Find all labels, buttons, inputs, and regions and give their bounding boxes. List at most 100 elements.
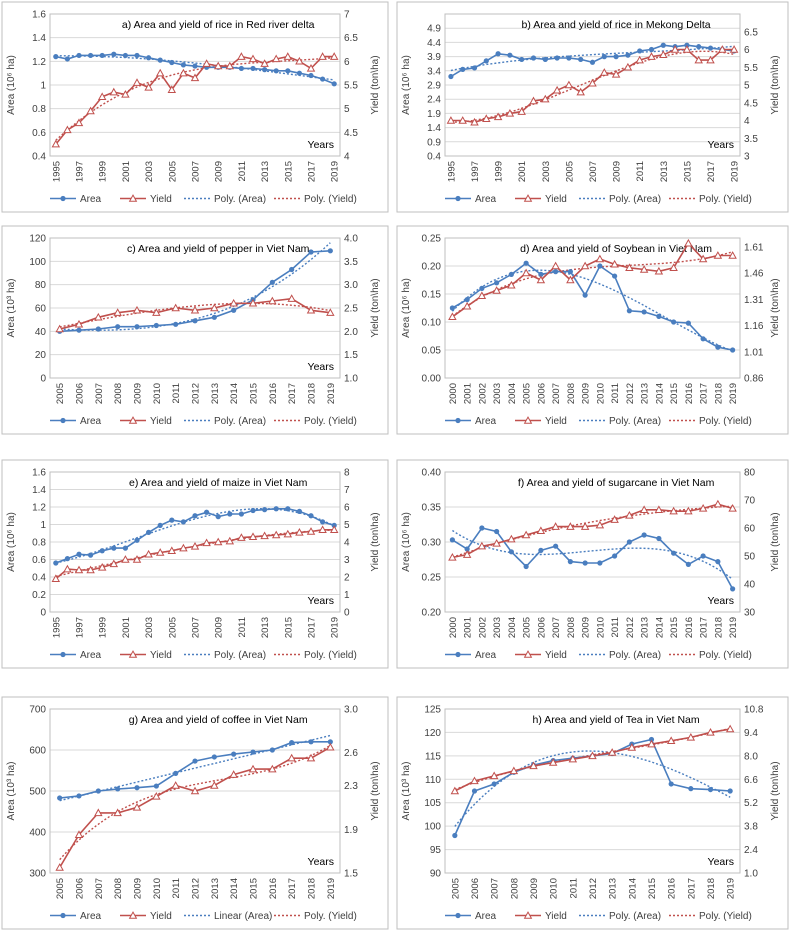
y2-axis-title: Yield (ton\ha) <box>370 55 381 114</box>
yield-data-point <box>536 526 546 535</box>
yield-data-point <box>492 286 501 294</box>
chart-panel-3: 0 20 40 60 80 100 120 1.0 1.5 2.0 2.5 3.0 3.5 4.0 2005… <box>1 225 389 435</box>
legend-label: Poly. (Yield) <box>304 911 357 922</box>
x-tick-label: 2007 <box>191 161 202 182</box>
area-data-point <box>64 556 70 562</box>
y-tick-label: 0.25 <box>422 234 442 245</box>
x-tick-label: 2009 <box>133 383 144 404</box>
area-data-point <box>211 314 217 320</box>
chart-panel-1: 0.4 0.6 0.8 1 1.2 1.4 1.6 4 4.5 5 5.5 6 6.5 7 1995 1997… <box>1 1 389 213</box>
panel-border <box>396 696 789 930</box>
area-data-point <box>671 550 677 556</box>
yield-data-point <box>132 802 142 811</box>
yield-data-point <box>202 59 211 67</box>
x-tick-label: 2015 <box>682 161 693 182</box>
yield-data-point <box>121 555 130 563</box>
x-tick-label: 2011 <box>610 383 621 403</box>
yield-data-point <box>611 69 621 78</box>
legend-label: Yield <box>150 911 172 922</box>
x-tick-label: 2003 <box>541 161 552 182</box>
y-tick-label: 105 <box>424 798 441 809</box>
yield-data-point <box>694 55 703 64</box>
area-data-point <box>491 781 497 787</box>
plot-area <box>444 13 741 157</box>
yield-data-point <box>63 125 72 134</box>
x-tick-label: 2007 <box>191 617 202 638</box>
y-tick-label: 1.9 <box>427 109 441 120</box>
x-tick-label: 2004 <box>507 383 518 404</box>
yield-data-point <box>329 52 339 60</box>
yield-data-point <box>669 506 678 515</box>
area-data-point <box>625 52 631 58</box>
y2-tick-label: 0 <box>344 608 350 619</box>
y2-tick-label: 1.0 <box>744 869 758 880</box>
yield-data-point <box>167 546 177 554</box>
area-data-point <box>134 537 140 543</box>
area-data-point <box>308 739 314 745</box>
x-tick-label: 2019 <box>730 161 741 182</box>
chart-panel-8: 90 95 100 105 110 115 120 125 1.0 2.4 3.8 5.2 6.6 8.0… <box>396 696 789 930</box>
legend-label: Yield <box>150 194 172 205</box>
area-data-point <box>262 507 268 513</box>
area-data-point <box>99 548 105 554</box>
legend-label: Poly. (Yield) <box>699 911 752 922</box>
yield-data-point <box>326 308 335 316</box>
area-data-point <box>111 545 117 551</box>
area-data-point <box>648 736 655 743</box>
area-data-point <box>192 513 198 519</box>
y2-tick-label: 6 <box>344 503 350 514</box>
y2-tick-label: 2 <box>344 573 350 584</box>
x-tick-label: 2008 <box>509 878 520 899</box>
yield-data-point <box>248 54 258 63</box>
y-tick-label: 60 <box>35 304 47 315</box>
y2-tick-label: 1.46 <box>744 269 764 280</box>
chart-title: d) Area and yield of Soybean in Viet Nam <box>520 243 712 255</box>
x-tick-label: 2015 <box>249 383 260 404</box>
yield-data-point <box>521 268 531 277</box>
legend-entry-3: Linear (Area) <box>184 911 272 922</box>
x-tick-label: 2005 <box>450 878 461 899</box>
yield-data-point <box>686 733 696 741</box>
x-tick-label: 2017 <box>287 878 298 899</box>
area-data-point <box>582 560 588 566</box>
legend-label: Poly. (Yield) <box>304 416 357 427</box>
plot-area <box>49 237 341 379</box>
area-data-point <box>589 59 596 65</box>
y-tick-label: 1 <box>40 81 46 92</box>
y2-tick-label: 3.0 <box>344 705 358 716</box>
yield-data-point <box>566 275 575 284</box>
chart-panel-6: 0.20 0.25 0.30 0.35 0.40 30 40 50 60 70 80 2000 2001… <box>396 459 789 669</box>
y-tick-label: 1.4 <box>427 123 441 134</box>
chart-title: a) Area and yield of rice in Red river d… <box>122 19 315 31</box>
legend-label: Poly. (Area) <box>214 416 266 427</box>
yield-data-point <box>179 68 188 77</box>
yield-data-point <box>248 532 258 540</box>
y-tick-label: 3.4 <box>427 66 441 77</box>
legend-entry-2: Yield <box>120 194 172 205</box>
area-data-point <box>157 57 163 63</box>
yield-data-point <box>713 499 723 508</box>
x-tick-label: 2005 <box>55 383 66 404</box>
y-tick-label: 2.4 <box>427 95 441 106</box>
legend-entry-1: Area <box>445 650 497 661</box>
yield-data-point <box>171 303 180 312</box>
yield-data-point <box>654 505 664 514</box>
chart-title: f) Area and yield of sugarcane in Viet N… <box>518 477 715 489</box>
y2-tick-label: 3 <box>744 152 750 163</box>
area-data-point <box>64 56 70 62</box>
area-data-point <box>53 560 59 566</box>
legend-entry-2: Yield <box>515 194 567 205</box>
legend-label: Yield <box>545 911 567 922</box>
yield-data-point <box>682 45 692 53</box>
legend-marker <box>60 195 66 202</box>
area-data-point <box>95 788 101 794</box>
yield-data-point <box>639 265 649 273</box>
y2-tick-label: 1.9 <box>344 825 358 836</box>
x-tick-label: 2013 <box>608 878 619 899</box>
legend-marker <box>128 911 138 919</box>
area-data-point <box>88 552 94 558</box>
x-tick-label: 2015 <box>647 878 658 899</box>
area-data-point <box>250 749 256 755</box>
area-data-point <box>192 63 198 69</box>
yield-data-point <box>568 754 578 763</box>
